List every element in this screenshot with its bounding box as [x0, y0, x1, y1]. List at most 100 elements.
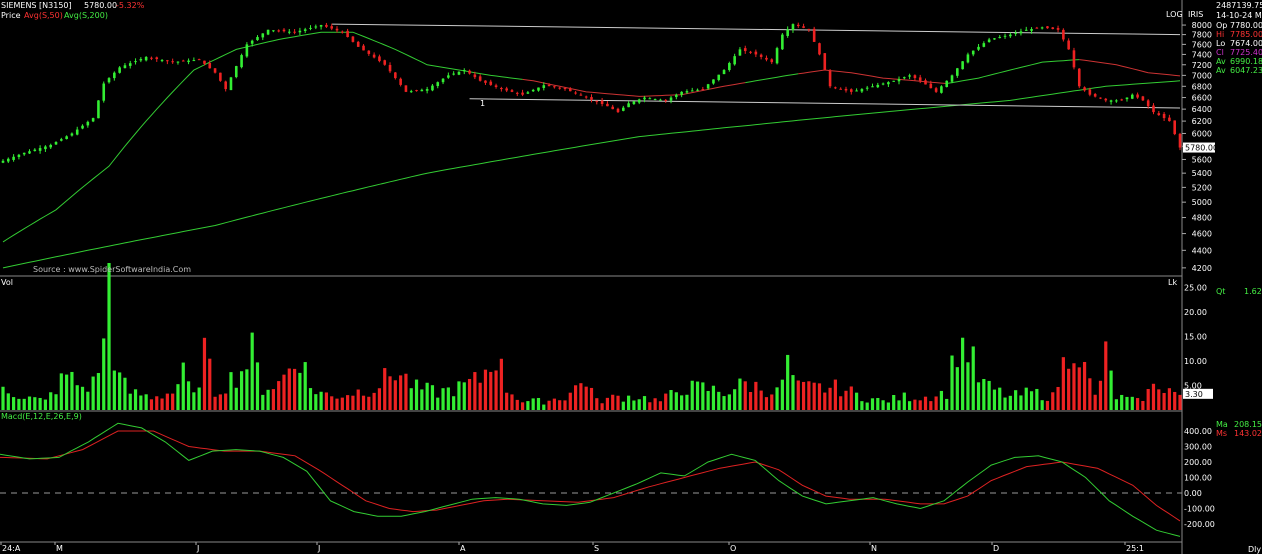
candle-body: [388, 64, 392, 72]
volume-bar: [54, 394, 58, 410]
candle-body: [1067, 40, 1070, 50]
volume-bar: [955, 367, 959, 410]
candle-body: [44, 146, 47, 150]
volume-bar: [462, 382, 466, 410]
volume-bar: [706, 390, 710, 410]
volume-bar: [759, 390, 763, 410]
source-text: Source : www.SpiderSoftwareIndia.Com: [33, 265, 192, 274]
volume-bar: [155, 396, 159, 410]
volume-bar: [59, 373, 63, 410]
volume-tick-label: 15.00: [1184, 333, 1207, 342]
candle-body: [786, 29, 789, 36]
volume-bar: [902, 392, 906, 410]
candle-body: [892, 80, 896, 82]
volume-bar: [1151, 383, 1156, 410]
volume-bar: [367, 396, 371, 410]
volume-bar: [807, 381, 811, 410]
volume-bar: [372, 392, 376, 410]
ma-200-line: [2, 80, 1181, 269]
volume-bar: [558, 400, 562, 410]
volume-bar: [1141, 400, 1145, 410]
candle-body: [770, 59, 774, 63]
candle-body: [728, 63, 731, 71]
volume-bar: [303, 362, 307, 410]
candle-body: [409, 91, 413, 93]
candle-body: [627, 103, 630, 108]
candle-body: [478, 76, 482, 81]
volume-bar: [224, 393, 228, 410]
volume-bar: [653, 398, 657, 410]
candle-body: [298, 30, 302, 33]
candle-body: [219, 72, 222, 81]
volume-bar: [892, 395, 896, 410]
macd-tick-label: 100.00: [1184, 474, 1212, 483]
candle-body: [653, 98, 657, 100]
candle-body: [500, 88, 503, 90]
candle-body: [606, 103, 609, 107]
period-label[interactable]: Dly: [1248, 545, 1262, 554]
candle-body: [452, 73, 455, 75]
volume-bar: [722, 396, 726, 410]
volume-bar: [992, 389, 997, 410]
volume-bar: [833, 379, 837, 410]
volume-bar: [292, 368, 297, 410]
x-axis-label: N: [871, 544, 877, 553]
candle-body: [362, 45, 365, 51]
candle-body: [998, 37, 1002, 39]
volume-bar: [536, 397, 541, 410]
candle-body: [659, 99, 662, 101]
volume-bar: [1178, 394, 1182, 410]
x-axis-label: J: [196, 544, 199, 553]
volume-bar: [748, 392, 753, 410]
volume-bar: [870, 398, 875, 410]
volume-bar: [812, 382, 816, 410]
info-row-label: Av: [1216, 57, 1226, 66]
volume-bar: [467, 378, 472, 410]
candle-body: [1120, 99, 1123, 101]
volume-bar: [277, 381, 281, 410]
candle-body: [1056, 28, 1060, 30]
macd-tick-label: 200.00: [1184, 458, 1212, 467]
volume-bar: [849, 386, 853, 410]
candle-body: [553, 86, 556, 88]
candle-body: [908, 75, 911, 77]
x-axis-label: J: [317, 544, 320, 553]
candle-body: [579, 94, 583, 96]
info-row-value: 6990.18: [1230, 57, 1262, 66]
info-row-label: Av: [1216, 66, 1226, 75]
candle-body: [261, 33, 265, 38]
price-tick-label: 5200: [1192, 183, 1212, 192]
volume-bar: [674, 392, 678, 410]
qty-value: 1.62: [1244, 287, 1262, 296]
wave-label: 1: [480, 99, 486, 108]
volume-bar: [218, 394, 222, 410]
candle-body: [680, 91, 683, 95]
volume-bar: [690, 380, 694, 410]
candle-body: [372, 54, 376, 58]
macd-tick-label: 300.00: [1184, 443, 1212, 452]
qty-label: Qt: [1216, 287, 1226, 296]
volume-bar: [966, 362, 970, 410]
volume-bar: [563, 400, 567, 410]
volume-bar: [6, 393, 10, 410]
volume-bar: [75, 385, 79, 410]
iris-button[interactable]: IRIS: [1188, 10, 1204, 19]
log-button[interactable]: LOG: [1166, 10, 1183, 19]
macd-ma-value: 208.15: [1234, 420, 1262, 429]
info-row-value: 7780.00: [1230, 21, 1262, 30]
candle-body: [287, 31, 291, 33]
candle-body: [420, 89, 424, 92]
volume-bar: [680, 395, 684, 410]
candle-body: [1157, 113, 1161, 116]
candle-body: [134, 61, 137, 63]
volume-bar: [1098, 380, 1103, 410]
volume-bar: [377, 388, 382, 410]
candle-body: [1009, 34, 1012, 37]
price-tick-label: 4200: [1192, 264, 1212, 273]
candle-body: [505, 88, 508, 91]
candle-body: [181, 60, 185, 62]
candle-body: [993, 38, 996, 40]
macd-ms-value: 143.02: [1234, 429, 1262, 438]
volume-bar: [796, 380, 800, 410]
